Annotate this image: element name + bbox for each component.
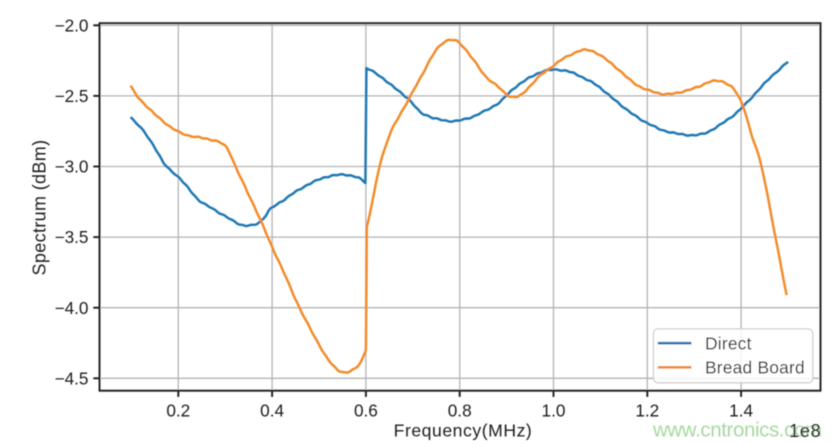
svg-text:0.4: 0.4 [260,401,284,421]
svg-text:−4.5: −4.5 [55,368,89,388]
svg-text:Frequency(MHz): Frequency(MHz) [394,421,533,441]
svg-text:0.8: 0.8 [448,401,472,421]
svg-text:0.2: 0.2 [166,401,190,421]
svg-text:−3.0: −3.0 [55,157,89,177]
svg-text:1.2: 1.2 [635,401,659,421]
svg-text:Bread Board: Bread Board [705,358,805,378]
svg-text:−4.0: −4.0 [55,298,89,318]
svg-text:Direct: Direct [705,334,752,354]
svg-text:www.cntronics.com: www.cntronics.com [652,419,822,442]
svg-text:1.0: 1.0 [542,401,566,421]
svg-text:1e8: 1e8 [789,421,821,441]
svg-text:Spectrum (dBm): Spectrum (dBm) [30,140,50,276]
svg-text:−2.5: −2.5 [55,86,89,106]
svg-text:−3.5: −3.5 [55,227,89,247]
svg-text:0.6: 0.6 [354,401,378,421]
svg-text:1.4: 1.4 [729,401,753,421]
svg-text:−2.0: −2.0 [55,15,89,35]
